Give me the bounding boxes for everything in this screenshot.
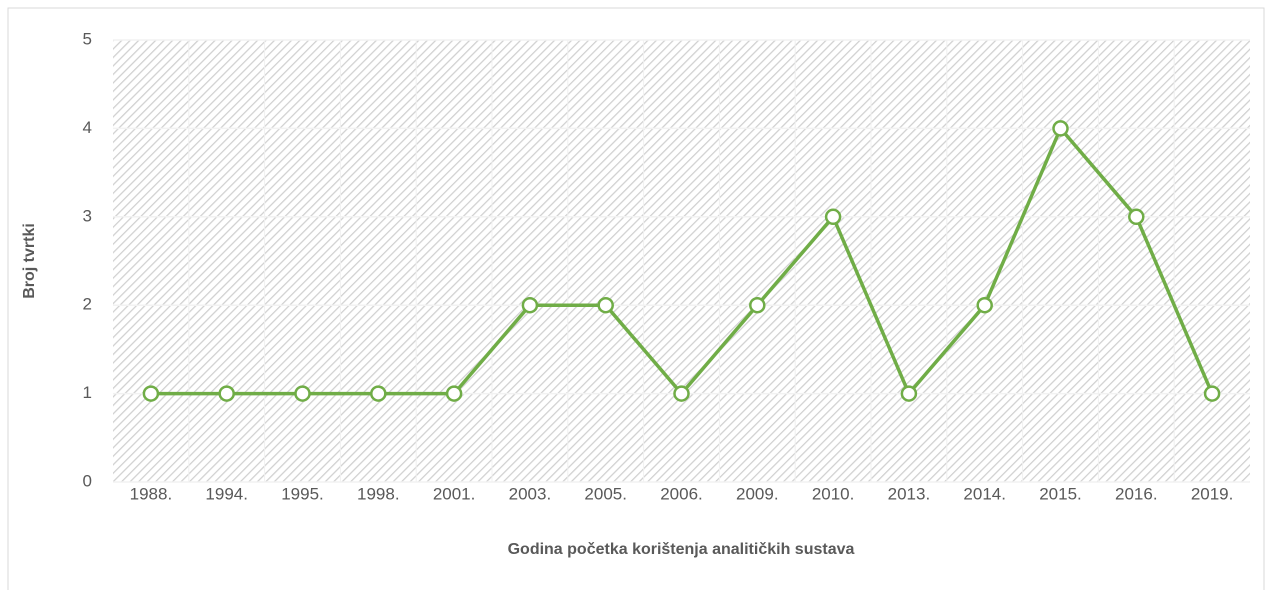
- x-tick-label: 2003.: [509, 484, 552, 503]
- x-tick-label: 2001.: [433, 484, 476, 503]
- marker: [1052, 120, 1069, 137]
- marker: [370, 385, 387, 402]
- marker: [749, 296, 766, 314]
- x-tick-label: 2006.: [660, 484, 703, 503]
- y-tick-label: 0: [83, 471, 92, 490]
- x-tick-label: 2013.: [888, 484, 931, 503]
- marker: [900, 385, 918, 402]
- marker: [445, 385, 463, 402]
- x-tick-label: 2014.: [963, 484, 1006, 503]
- x-tick-label: 1998.: [357, 484, 400, 503]
- plot-area: [113, 40, 1250, 482]
- x-tick-label: 2019.: [1191, 484, 1234, 503]
- marker: [597, 296, 614, 314]
- y-tick-label: 4: [83, 118, 92, 137]
- y-axis-title: Broj tvrtki: [21, 223, 38, 299]
- marker: [1203, 385, 1221, 402]
- x-tick-label: 2009.: [736, 484, 779, 503]
- y-tick-label: 1: [83, 383, 92, 402]
- x-tick-label: 1988.: [130, 484, 173, 503]
- marker: [824, 208, 842, 226]
- y-tick-label: 5: [83, 29, 92, 48]
- marker: [673, 385, 690, 402]
- marker: [521, 296, 539, 314]
- x-tick-label: 2010.: [812, 484, 855, 503]
- x-tick-label: 1995.: [281, 484, 324, 503]
- x-tick-label: 2015.: [1039, 484, 1082, 503]
- x-axis-title: Godina početka korištenja analitičkih su…: [508, 541, 855, 558]
- marker: [218, 385, 235, 402]
- y-tick-label: 3: [83, 206, 92, 225]
- x-tick-label: 1994.: [205, 484, 248, 503]
- marker: [976, 296, 993, 314]
- x-tick-label: 2005.: [584, 484, 627, 503]
- marker: [1128, 208, 1145, 226]
- y-tick-label: 2: [83, 295, 92, 314]
- chart-border: [7, 7, 1265, 590]
- marker: [294, 385, 311, 402]
- marker: [142, 385, 160, 402]
- x-tick-label: 2016.: [1115, 484, 1158, 503]
